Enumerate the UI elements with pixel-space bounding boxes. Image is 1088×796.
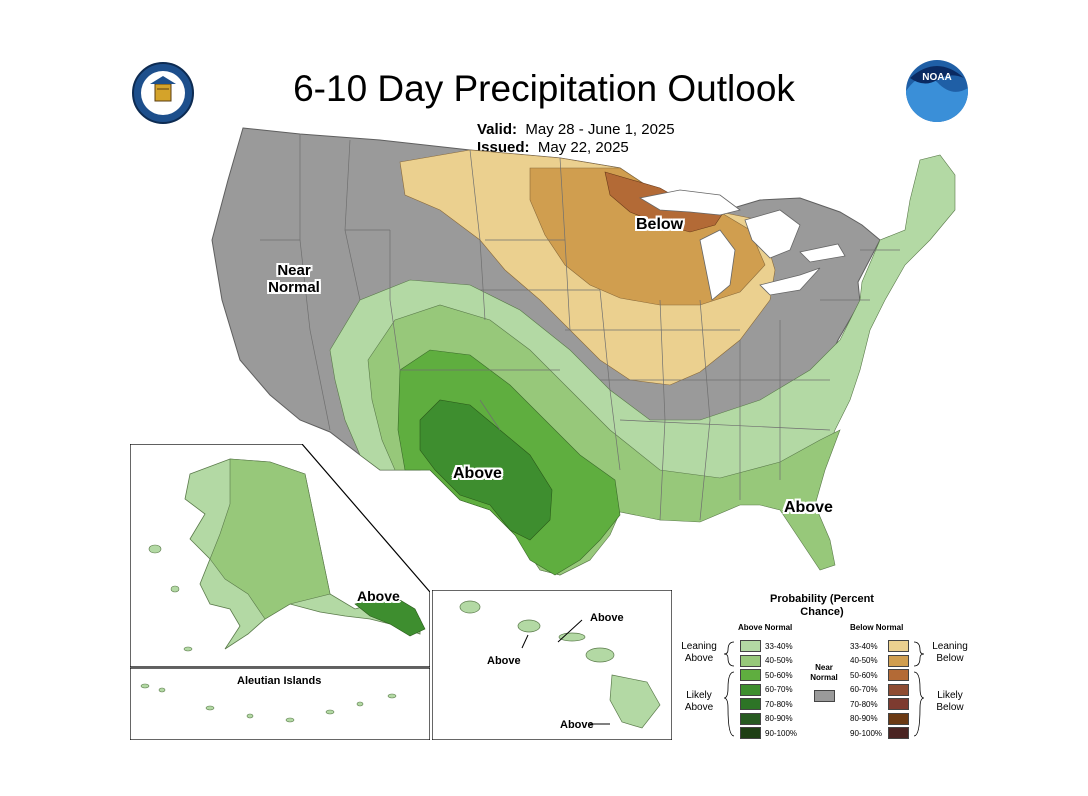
legend-swatch-below-6	[888, 727, 909, 739]
issued-date: Issued: May 22, 2025	[477, 139, 629, 156]
legend-braces	[723, 641, 925, 737]
kauai	[459, 600, 481, 614]
legend-row-above-5: 80-90%	[740, 712, 793, 725]
legend-swatch-label-above-5: 80-90%	[765, 714, 793, 723]
legend-swatch-label-below-3: 60-70%	[850, 685, 878, 694]
legend-likely-below: Likely Below	[936, 690, 964, 713]
hawaii-above-label-3: Above	[560, 719, 594, 731]
state-boundaries	[260, 134, 900, 521]
legend-swatch-below-3	[888, 683, 909, 696]
legend-swatch-label-below-2: 50-60%	[850, 670, 878, 680]
below-label: Below	[636, 216, 684, 233]
issued-value: May 22, 2025	[537, 139, 629, 156]
legend-swatch-below-0	[888, 640, 909, 652]
above-60-70-region	[419, 399, 553, 541]
legend-swatch-below-2	[888, 669, 909, 681]
legend-near-normal-swatch	[814, 690, 835, 702]
legend-swatch-above-2	[740, 669, 761, 681]
legend-likely-above: Likely Above	[684, 690, 714, 713]
legend-row-above-4: 70-80%	[740, 698, 793, 710]
legend-row-above-2: 50-60%	[740, 669, 793, 681]
legend-above-header: Above Normal	[738, 623, 793, 632]
legend-swatch-label-above-2: 50-60%	[765, 670, 793, 680]
hawaii-inset	[432, 590, 672, 740]
legend-row-below-3: 60-70%	[850, 683, 909, 696]
legend-row-above-6: 90-100%	[740, 727, 797, 739]
legend-swatch-label-below-1: 40-50%	[850, 656, 878, 665]
aleutian-inset	[130, 668, 430, 740]
noaa-logo-text: NOAA	[922, 72, 951, 83]
oahu	[517, 619, 541, 633]
legend-row-below-6: 90-100%	[850, 727, 909, 739]
legend-swatch-label-below-6: 90-100%	[850, 728, 883, 738]
valid-label: Valid:	[477, 121, 518, 138]
near-normal-label: Near Normal	[268, 262, 320, 296]
legend-swatch-label-above-0: 33-40%	[765, 641, 793, 651]
legend-row-above-0: 33-40%	[740, 640, 793, 652]
legend-swatch-above-3	[740, 683, 761, 696]
great-lakes	[638, 189, 846, 301]
legend-swatch-label-above-3: 60-70%	[765, 685, 793, 694]
above-texas-label: Above	[453, 465, 502, 482]
legend-swatch-above-4	[740, 698, 761, 710]
legend-below-header: Below Normal	[850, 623, 904, 632]
legend-row-below-1: 40-50%	[850, 654, 909, 667]
legend-swatch-below-4	[888, 698, 909, 710]
legend-title: Probability (Percent Chance)	[770, 593, 874, 619]
legend-swatch-below-1	[888, 654, 909, 667]
legend-leaning-above: Leaning Above	[681, 641, 717, 664]
legend-swatch-label-below-4: 70-80%	[850, 699, 878, 709]
legend-swatch-above-1	[740, 654, 761, 667]
legend-row-below-4: 70-80%	[850, 698, 909, 710]
map-title: 6-10 Day Precipitation Outlook	[293, 68, 795, 109]
above-alaska-label: Above	[357, 588, 400, 604]
legend-swatch-label-above-4: 70-80%	[765, 699, 793, 709]
hawaii-above-label-2: Above	[590, 612, 624, 624]
valid-dates: Valid: May 28 - June 1, 2025	[477, 121, 675, 138]
legend-swatch-label-above-1: 40-50%	[765, 656, 793, 665]
legend-row-below-0: 33-40%	[850, 640, 909, 652]
maui	[585, 647, 615, 663]
noaa-logo-icon: NOAA	[906, 60, 968, 122]
legend-row-above-1: 40-50%	[740, 654, 793, 667]
legend-leaning-below: Leaning Below	[932, 641, 968, 664]
aleutian-islands-label: Aleutian Islands	[237, 675, 322, 687]
legend-row-below-2: 50-60%	[850, 669, 909, 681]
commerce-seal-icon	[132, 62, 194, 124]
legend-swatch-above-5	[740, 712, 761, 725]
legend-swatch-label-below-5: 80-90%	[850, 714, 878, 723]
legend-near-normal-label: Near Normal	[810, 663, 838, 682]
alaska-inset	[130, 444, 430, 668]
legend-swatch-label-above-6: 90-100%	[765, 728, 798, 738]
valid-value: May 28 - June 1, 2025	[525, 121, 675, 138]
above-florida-label: Above	[784, 499, 833, 516]
legend-swatch-above-6	[740, 727, 761, 739]
legend-swatch-label-below-0: 33-40%	[850, 641, 878, 651]
legend-swatch-below-5	[888, 712, 909, 725]
legend-swatch-above-0	[740, 640, 761, 652]
legend-row-above-3: 60-70%	[740, 683, 793, 696]
hawaii-above-label-1: Above	[487, 655, 521, 667]
hawaii-big-island	[609, 674, 661, 729]
legend-row-below-5: 80-90%	[850, 712, 909, 725]
